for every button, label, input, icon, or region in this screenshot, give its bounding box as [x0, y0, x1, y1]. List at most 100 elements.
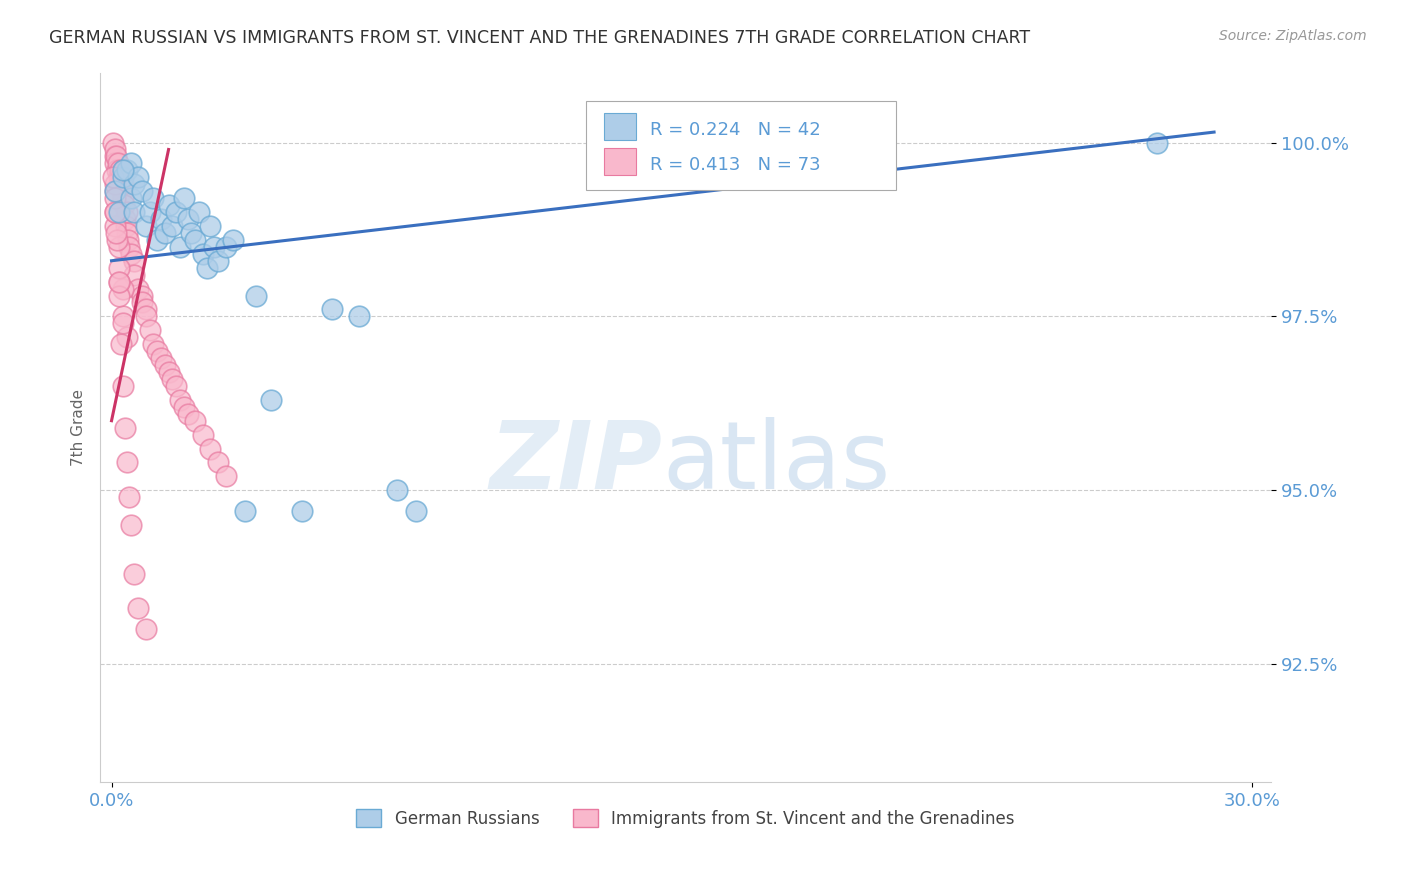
- Point: [111, 310, 134, 324]
- Point: [108, 178, 131, 192]
- Point: [104, 219, 127, 233]
- Point: [111, 170, 134, 185]
- Point: [191, 427, 214, 442]
- Point: [200, 219, 222, 233]
- Point: [103, 191, 125, 205]
- Point: [138, 205, 160, 219]
- Point: [108, 275, 131, 289]
- Point: [169, 392, 191, 407]
- Point: [104, 205, 127, 219]
- Point: [138, 323, 160, 337]
- Point: [104, 184, 127, 198]
- Point: [111, 163, 134, 178]
- Point: [104, 178, 127, 192]
- Point: [115, 163, 138, 178]
- Point: [115, 330, 138, 344]
- Point: [120, 191, 142, 205]
- Point: [104, 205, 127, 219]
- Point: [124, 268, 146, 282]
- Point: [120, 518, 142, 533]
- Point: [107, 156, 129, 170]
- Point: [405, 504, 427, 518]
- Point: [112, 198, 135, 212]
- Point: [105, 149, 128, 163]
- Point: [108, 275, 131, 289]
- Point: [173, 400, 195, 414]
- Point: [120, 247, 142, 261]
- Point: [103, 149, 125, 163]
- Point: [103, 136, 125, 150]
- Point: [385, 483, 408, 498]
- Point: [149, 351, 172, 365]
- Point: [153, 358, 176, 372]
- Point: [115, 455, 138, 469]
- Point: [108, 163, 131, 178]
- Point: [111, 282, 134, 296]
- Point: [111, 178, 134, 192]
- Point: [222, 233, 245, 247]
- Point: [153, 226, 176, 240]
- Point: [104, 143, 127, 157]
- Point: [104, 156, 127, 170]
- FancyBboxPatch shape: [603, 113, 637, 140]
- Point: [149, 212, 172, 227]
- Point: [202, 240, 225, 254]
- Point: [142, 337, 165, 351]
- Text: R = 0.224   N = 42: R = 0.224 N = 42: [651, 120, 821, 139]
- Text: ZIP: ZIP: [489, 417, 662, 509]
- Point: [111, 184, 134, 198]
- Point: [169, 240, 191, 254]
- Point: [260, 392, 283, 407]
- Point: [110, 337, 132, 351]
- Point: [115, 205, 138, 219]
- Point: [127, 282, 149, 296]
- FancyBboxPatch shape: [586, 102, 897, 190]
- Point: [115, 219, 138, 233]
- Point: [184, 414, 207, 428]
- Point: [124, 566, 146, 581]
- Point: [233, 504, 256, 518]
- Point: [111, 379, 134, 393]
- Point: [117, 490, 139, 504]
- Point: [131, 295, 153, 310]
- Point: [131, 288, 153, 302]
- Point: [115, 226, 138, 240]
- Point: [120, 156, 142, 170]
- Y-axis label: 7th Grade: 7th Grade: [72, 389, 86, 467]
- Text: Source: ZipAtlas.com: Source: ZipAtlas.com: [1219, 29, 1367, 43]
- Point: [347, 310, 370, 324]
- Point: [195, 260, 218, 275]
- Point: [124, 253, 146, 268]
- Point: [165, 205, 187, 219]
- Point: [176, 407, 198, 421]
- Point: [135, 310, 157, 324]
- Point: [117, 240, 139, 254]
- Point: [127, 601, 149, 615]
- Point: [108, 240, 131, 254]
- Point: [117, 233, 139, 247]
- Point: [135, 623, 157, 637]
- Point: [104, 184, 127, 198]
- Point: [111, 316, 134, 330]
- Point: [131, 184, 153, 198]
- Point: [191, 247, 214, 261]
- Point: [127, 170, 149, 185]
- Point: [111, 163, 134, 178]
- Point: [188, 205, 211, 219]
- Point: [184, 233, 207, 247]
- FancyBboxPatch shape: [603, 148, 637, 175]
- Point: [321, 302, 343, 317]
- Point: [180, 226, 202, 240]
- Point: [176, 212, 198, 227]
- Point: [162, 219, 184, 233]
- Point: [105, 163, 128, 178]
- Point: [108, 170, 131, 185]
- Point: [146, 344, 169, 359]
- Point: [105, 233, 128, 247]
- Point: [165, 379, 187, 393]
- Point: [1146, 136, 1168, 150]
- Point: [124, 178, 146, 192]
- Point: [146, 233, 169, 247]
- Point: [105, 226, 128, 240]
- Point: [114, 212, 136, 227]
